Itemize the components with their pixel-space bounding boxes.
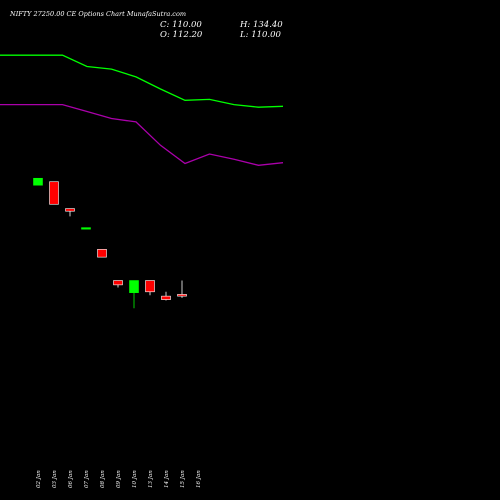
open-readout: O: 112.20 [160, 30, 203, 40]
low-readout: L: 110.00 [239, 30, 282, 40]
high-readout: H: 134.40 [239, 20, 283, 30]
chart-title: NIFTY 27250.00 CE Options Chart MunafaSu… [9, 10, 186, 18]
x-axis-ticks: 02 Jan 03 Jan 06 Jan 07 Jan 08 Jan 09 Jan 10 J… [36, 470, 202, 488]
x-tick-label: 13 Jan [148, 470, 154, 488]
candle-down [65, 208, 75, 212]
candle-down [49, 181, 59, 205]
x-tick-label: 14 Jan [164, 470, 170, 488]
candle-up [129, 280, 139, 293]
candle-down [113, 280, 123, 286]
x-tick-label: 02 Jan [36, 470, 42, 488]
moving-average-lines [0, 54, 284, 166]
series-line-1 [0, 54, 284, 108]
candle-up [81, 227, 91, 230]
x-tick-label: 10 Jan [132, 470, 138, 488]
candle-up [33, 177, 43, 186]
close-readout: C: 110.00 [160, 20, 202, 30]
x-tick-label: 08 Jan [100, 470, 106, 488]
x-tick-label: 03 Jan [52, 470, 58, 488]
candles [33, 177, 187, 309]
series-line-2 [0, 103, 284, 166]
x-tick-label: 07 Jan [84, 470, 90, 488]
candle-down [97, 249, 107, 258]
candle-down [161, 295, 171, 300]
x-tick-label: 09 Jan [116, 470, 122, 488]
x-tick-label: 16 Jan [196, 470, 202, 488]
x-tick-label: 06 Jan [68, 470, 74, 488]
x-tick-label: 15 Jan [180, 470, 186, 488]
candle-down [145, 280, 155, 293]
candle-down [177, 294, 187, 297]
